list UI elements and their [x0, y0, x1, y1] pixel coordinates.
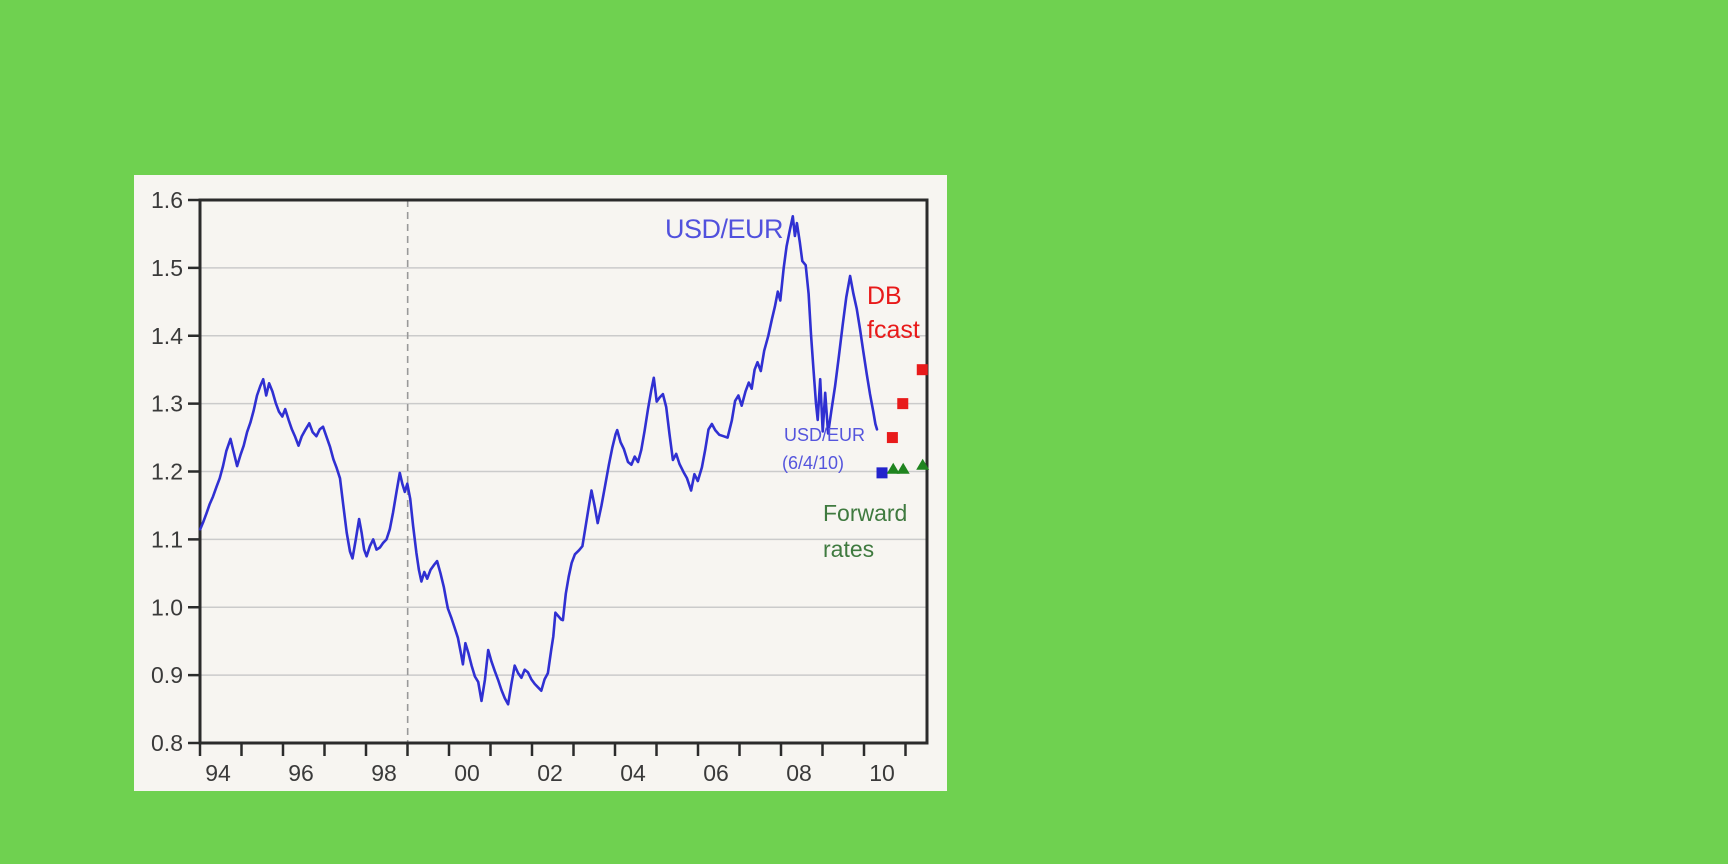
- x-axis-tick-label: 10: [869, 760, 895, 786]
- x-axis-tick-label: 04: [620, 760, 646, 786]
- x-axis-tick-label: 98: [371, 760, 397, 786]
- y-axis-tick-label: 1.2: [151, 459, 183, 485]
- x-axis-tick-label: 06: [703, 760, 729, 786]
- y-axis-tick-label: 1.5: [151, 255, 183, 281]
- db-forecast-marker: [916, 364, 928, 376]
- plot-border: [198, 198, 929, 745]
- label-db-forecast-line2: fcast: [867, 316, 920, 344]
- label-spot-date: (6/4/10): [782, 453, 845, 473]
- x-axis-tick-label: 94: [205, 760, 231, 786]
- x-axis-tick-label: 00: [454, 760, 480, 786]
- x-axis-tick-label: 08: [786, 760, 812, 786]
- y-axis-tick-label: 1.0: [151, 594, 183, 620]
- y-axis-tick-label: 0.8: [151, 730, 183, 756]
- db-forecast-marker: [897, 398, 909, 410]
- spot-rate-marker: [876, 467, 888, 479]
- label-forward-rates-line1: Forward: [823, 500, 908, 526]
- chart-plot: 0.8 0.9 1.0 1.1 1.2 1.3 1.4 1.5 1.6 94 96 98 00 02 04 0…: [151, 187, 930, 786]
- label-db-forecast-line1: DB: [867, 282, 902, 310]
- forward-rate-marker: [896, 462, 910, 474]
- x-axis-tick-label: 02: [537, 760, 563, 786]
- y-axis-tick-label: 1.3: [151, 391, 183, 417]
- y-axis-tick-label: 1.1: [151, 526, 183, 552]
- label-usdeur-line: USD/EUR: [665, 214, 784, 244]
- y-axis-tick-label: 0.9: [151, 662, 183, 688]
- y-axis-tick-label: 1.4: [151, 323, 183, 349]
- forward-rate-marker: [916, 458, 930, 470]
- chart-card: 0.8 0.9 1.0 1.1 1.2 1.3 1.4 1.5 1.6 94 96 98 00 02 04 0…: [134, 175, 947, 791]
- y-axis-tick-label: 1.6: [151, 187, 183, 213]
- label-forward-rates-line2: rates: [823, 536, 875, 562]
- x-axis-tick-label: 96: [288, 760, 314, 786]
- db-forecast-marker: [886, 432, 898, 444]
- label-spot-pair: USD/EUR: [784, 425, 866, 445]
- label-db-forecast: DB fcast: [867, 279, 920, 347]
- label-forward-rates: Forward rates: [823, 495, 907, 567]
- forward-rate-marker: [886, 462, 900, 474]
- usdeur-rate-line: [198, 214, 879, 706]
